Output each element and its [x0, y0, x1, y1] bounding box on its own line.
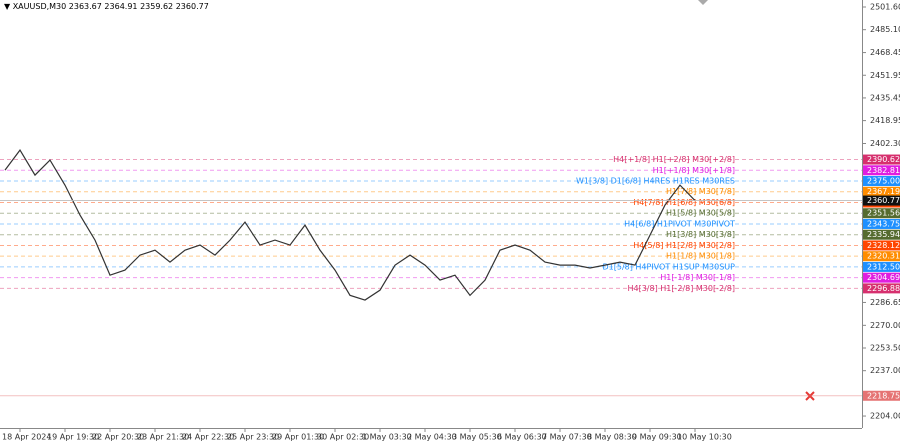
- y-tick-label: 2501.60: [870, 3, 900, 12]
- price-tag: [863, 176, 900, 187]
- scroll-marker: [698, 0, 708, 5]
- level-label: H4[3/8] H1[-2/8] M30[-2/8]: [627, 284, 735, 293]
- x-tick-label: 25 Apr 23:30: [227, 433, 279, 442]
- price-line: [4, 149, 696, 301]
- open: 2363.67: [69, 2, 102, 11]
- y-tick-label: 2435.45: [870, 93, 900, 102]
- price-tag-label: 2328.12: [867, 241, 900, 250]
- price-tag: [863, 240, 900, 251]
- x-tick-label: 29 Apr 01:30: [272, 433, 324, 442]
- price-tag-label: 2312.50: [867, 262, 900, 271]
- price-tag: [863, 186, 900, 197]
- x-tick-label: 2 May 04:30: [407, 433, 457, 442]
- x-tick-label: 10 May 10:30: [677, 433, 732, 442]
- price-tag: [863, 208, 900, 219]
- y-tick-label: 2270.00: [870, 321, 900, 330]
- x-tick-label: 7 May 07:30: [542, 433, 592, 442]
- x-tick-label: 23 Apr 21:30: [137, 433, 189, 442]
- close: 2360.77: [176, 2, 209, 11]
- x-tick-label: 9 May 09:30: [632, 433, 682, 442]
- current-price-tag: [863, 195, 900, 206]
- price-tag-label: 2351.56: [867, 209, 900, 218]
- y-tick-label: 2418.95: [870, 116, 900, 125]
- price-tag: [863, 283, 900, 294]
- price-tag-label: 2367.19: [867, 187, 900, 196]
- price-tag-label: 2304.69: [867, 273, 900, 282]
- price-tag: [863, 165, 900, 176]
- y-tick-label: 2253.50: [870, 344, 900, 353]
- y-tick-label: 2451.95: [870, 71, 900, 80]
- x-tick-label: 1 May 03:30: [362, 433, 412, 442]
- level-label: H1[1/8] M30[1/8]: [666, 252, 735, 261]
- price-tag-label: 2218.75: [867, 391, 900, 400]
- x-tick-label: 8 May 08:30: [587, 433, 637, 442]
- price-tags: 2390.622382.812375.002367.192359.382351.…: [863, 154, 900, 401]
- price-tag-label: 2296.88: [867, 284, 900, 293]
- level-label: D1[5/8] H4PIVOT H1SUP M30SUP: [602, 262, 735, 271]
- level-label: H4[5/8] H1[2/8] M30[2/8]: [633, 241, 735, 250]
- level-label: H1[+1/8] M30[+1/8]: [653, 166, 735, 175]
- x-tick-label: 19 Apr 19:30: [47, 433, 99, 442]
- price-tag: [863, 272, 900, 283]
- x-tick-label: 30 Apr 02:30: [317, 433, 369, 442]
- y-tick-label: 2237.00: [870, 366, 900, 375]
- level-label: H1[5/8] M30[5/8]: [666, 209, 735, 218]
- level-label: W1[3/8] D1[6/8] H4RES H1RES M30RES: [576, 177, 735, 186]
- menu-arrow: ▼: [4, 2, 13, 11]
- price-tag-label: 2335.94: [867, 230, 900, 239]
- y-tick-label: 2402.30: [870, 139, 900, 148]
- price-tag: [863, 218, 900, 229]
- y-tick-label: 2286.65: [870, 298, 900, 307]
- price-tag: [863, 261, 900, 272]
- price-tag: [863, 229, 900, 240]
- level-label: H4[+1/8] H1[+2/8] M30[+2/8]: [613, 155, 735, 164]
- x-tick-label: 22 Apr 20:30: [92, 433, 144, 442]
- price-tag-label: 2320.31: [867, 252, 900, 261]
- price-tag-label: 2382.81: [867, 166, 900, 175]
- price-tag-label: 2390.62: [867, 155, 900, 164]
- high: 2364.91: [104, 2, 137, 11]
- price-tag-label: 2343.75: [867, 219, 900, 228]
- symbol: XAUUSD,M30: [13, 2, 67, 11]
- price-tag: [863, 154, 900, 165]
- x-tick-label: 24 Apr 22:30: [182, 433, 234, 442]
- x-tick-label: 18 Apr 2024: [2, 433, 51, 442]
- y-tick-label: 2204.00: [870, 412, 900, 421]
- x-tick-label: 3 May 05:30: [452, 433, 502, 442]
- level-label: H1[-1/8] M30[-1/8]: [660, 273, 735, 282]
- y-tick-label: 2485.10: [870, 25, 900, 34]
- price-tag: [863, 251, 900, 262]
- price-tag-label: 2375.00: [867, 177, 900, 186]
- current-price-label: 2360.77: [867, 196, 900, 205]
- level-label: H4[7/8] H1[6/8] M30[6/8]: [633, 198, 735, 207]
- header: ▼ XAUUSD,M30 2363.67 2364.91 2359.62 236…: [4, 2, 209, 11]
- price-tag: [863, 390, 900, 401]
- level-label: H1[7/8] M30[7/8]: [666, 187, 735, 196]
- x-tick-label: 6 May 06:30: [497, 433, 547, 442]
- level-label: H1[3/8] M30[3/8]: [666, 230, 735, 239]
- level-label: H4[6/8] H1PIVOT M30PIVOT: [624, 219, 735, 228]
- low: 2359.62: [140, 2, 173, 11]
- close-marker: [805, 391, 815, 401]
- y-tick-label: 2468.45: [870, 48, 900, 57]
